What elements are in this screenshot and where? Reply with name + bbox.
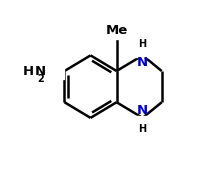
Text: H: H (23, 65, 34, 78)
Text: N: N (137, 56, 148, 69)
Text: Me: Me (105, 24, 128, 37)
Text: N: N (137, 104, 148, 117)
Bar (132, 40, 153, 57)
Bar (32, 63, 64, 79)
Bar (106, 29, 127, 39)
Text: N: N (35, 65, 46, 78)
Bar (132, 116, 153, 134)
Text: 2: 2 (38, 74, 44, 84)
Text: H: H (139, 124, 147, 134)
Text: H: H (139, 39, 147, 49)
